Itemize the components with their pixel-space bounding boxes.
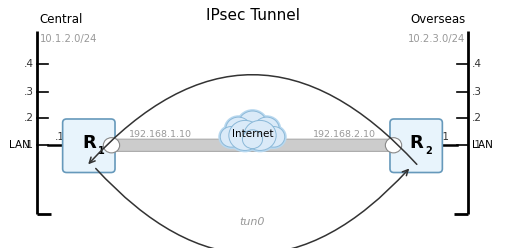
- Text: .1: .1: [23, 140, 33, 150]
- Text: IPsec Tunnel: IPsec Tunnel: [206, 8, 299, 23]
- Text: .3: .3: [472, 87, 482, 97]
- Text: 10.1.2.0/24: 10.1.2.0/24: [39, 33, 97, 44]
- Circle shape: [224, 115, 253, 142]
- Text: Internet: Internet: [232, 128, 273, 139]
- Text: .4: .4: [472, 59, 482, 69]
- Circle shape: [385, 138, 401, 153]
- Text: 2: 2: [425, 146, 432, 156]
- Circle shape: [227, 119, 263, 152]
- Circle shape: [254, 117, 279, 141]
- Circle shape: [263, 126, 285, 147]
- Circle shape: [252, 115, 281, 142]
- Circle shape: [220, 126, 242, 147]
- Circle shape: [242, 130, 263, 149]
- Text: 192.168.1.10: 192.168.1.10: [129, 130, 191, 139]
- Circle shape: [229, 120, 261, 151]
- Circle shape: [229, 120, 261, 151]
- Circle shape: [226, 117, 251, 141]
- Circle shape: [220, 126, 242, 147]
- Circle shape: [242, 119, 278, 152]
- Text: 1: 1: [98, 146, 105, 156]
- Circle shape: [236, 109, 269, 139]
- Circle shape: [104, 138, 120, 153]
- Circle shape: [218, 125, 244, 149]
- Circle shape: [238, 111, 267, 137]
- Text: .2: .2: [23, 113, 33, 123]
- Text: .2: .2: [472, 113, 482, 123]
- Circle shape: [244, 120, 276, 151]
- Circle shape: [261, 125, 287, 149]
- Text: 192.168.2.10: 192.168.2.10: [314, 130, 376, 139]
- Text: .1: .1: [55, 132, 65, 142]
- Text: LAN: LAN: [9, 140, 30, 150]
- Text: Central: Central: [39, 13, 83, 26]
- Text: .3: .3: [23, 87, 33, 97]
- Circle shape: [254, 117, 279, 141]
- FancyBboxPatch shape: [109, 139, 396, 151]
- Circle shape: [263, 126, 285, 147]
- Text: .4: .4: [23, 59, 33, 69]
- Text: tun0: tun0: [240, 217, 265, 227]
- Text: R: R: [409, 134, 423, 153]
- Circle shape: [244, 120, 276, 151]
- FancyBboxPatch shape: [63, 119, 115, 173]
- FancyBboxPatch shape: [390, 119, 442, 173]
- Circle shape: [240, 128, 265, 151]
- Text: LAN: LAN: [472, 140, 493, 150]
- Text: Overseas: Overseas: [410, 13, 466, 26]
- Circle shape: [226, 117, 251, 141]
- Text: R: R: [82, 134, 96, 153]
- Text: .1: .1: [472, 140, 482, 150]
- Circle shape: [238, 111, 267, 137]
- Circle shape: [242, 130, 263, 149]
- Text: 10.2.3.0/24: 10.2.3.0/24: [408, 33, 466, 44]
- Text: .1: .1: [440, 132, 450, 142]
